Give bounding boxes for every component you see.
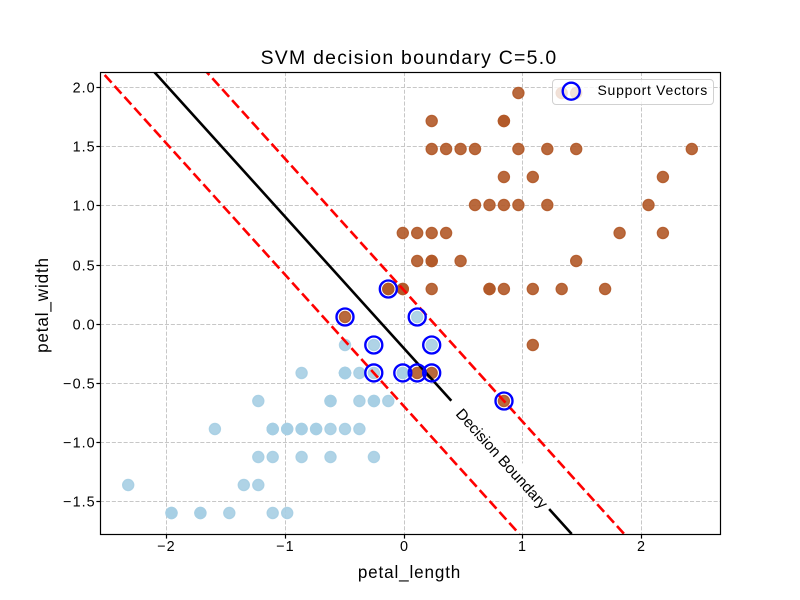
svg-text:1: 1 — [518, 539, 527, 555]
svg-text:−1.5: −1.5 — [63, 495, 95, 511]
svg-text:Support Vectors: Support Vectors — [598, 82, 708, 98]
svg-text:0.0: 0.0 — [73, 318, 96, 334]
svg-text:0: 0 — [400, 539, 409, 555]
svg-text:1.0: 1.0 — [73, 199, 96, 215]
svg-text:−1.0: −1.0 — [63, 436, 95, 452]
svg-text:SVM decision boundary C=5.0: SVM decision boundary C=5.0 — [261, 47, 558, 69]
svg-text:petal_length: petal_length — [358, 563, 461, 582]
svg-text:−2: −2 — [157, 539, 175, 555]
svg-text:−0.5: −0.5 — [63, 377, 95, 393]
svg-text:0.5: 0.5 — [73, 259, 96, 275]
svg-text:−1: −1 — [276, 539, 294, 555]
svg-text:2.0: 2.0 — [73, 81, 96, 97]
svg-text:petal_width: petal_width — [33, 257, 52, 353]
svg-text:2: 2 — [637, 539, 646, 555]
svg-text:1.5: 1.5 — [73, 140, 96, 156]
